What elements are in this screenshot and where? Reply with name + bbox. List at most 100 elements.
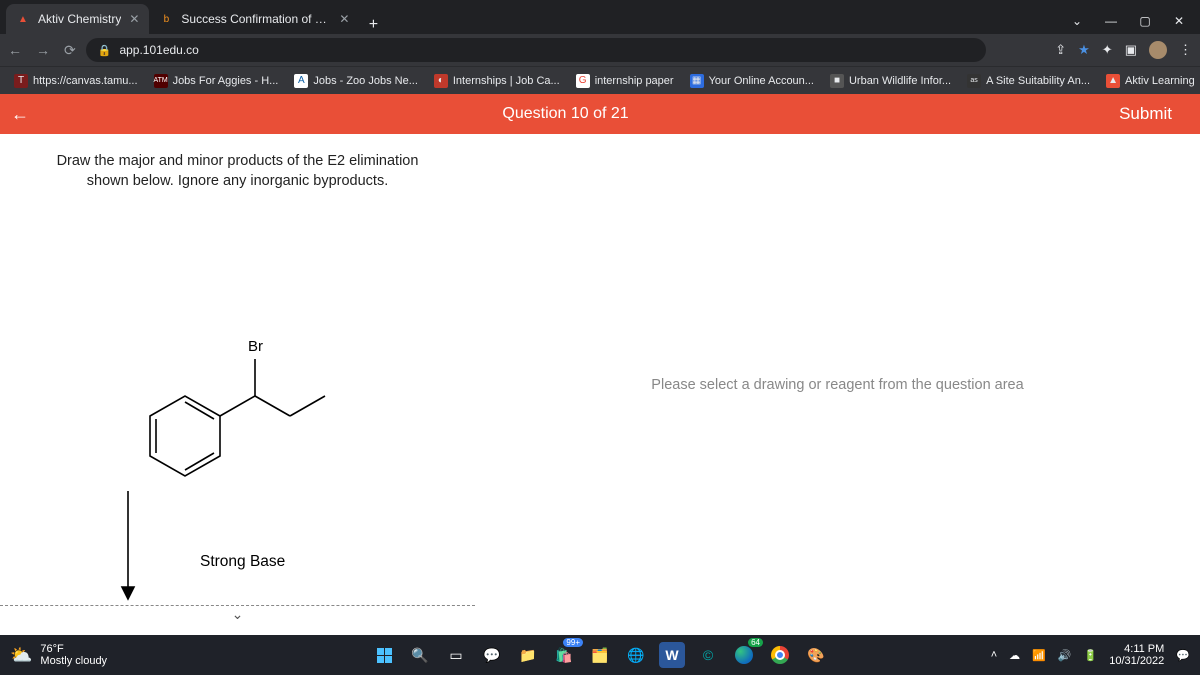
minimize-button[interactable]: — <box>1104 14 1118 28</box>
wifi-icon[interactable]: 📶 <box>1032 649 1046 662</box>
extensions-icon[interactable]: ✦ <box>1102 42 1113 58</box>
bookmark-label: Jobs - Zoo Jobs Ne... <box>313 75 418 87</box>
app-back-button[interactable]: ← <box>0 104 40 125</box>
bookmark-item[interactable]: ▲ Aktiv Learning <box>1100 74 1200 88</box>
bookmark-label: internship paper <box>595 75 674 87</box>
reagent-label: Strong Base <box>200 553 285 570</box>
lock-icon: 🔒 <box>98 44 112 57</box>
favicon: T <box>14 74 28 88</box>
close-window-button[interactable]: ✕ <box>1172 14 1186 28</box>
answer-panel[interactable]: Please select a drawing or reagent from … <box>475 134 1200 635</box>
close-icon[interactable]: ✕ <box>129 12 139 26</box>
favicon: A <box>294 74 308 88</box>
app-header: ← Question 10 of 21 Submit <box>0 94 1200 134</box>
bookmark-label: Urban Wildlife Infor... <box>849 75 951 87</box>
prompt-line: Draw the major and minor products of the… <box>34 152 441 172</box>
favicon: G <box>576 74 590 88</box>
folder-button[interactable]: 🗂️ <box>587 642 613 668</box>
new-tab-button[interactable]: + <box>359 16 387 34</box>
badge: 99+ <box>563 638 583 647</box>
forward-button[interactable]: → <box>36 42 50 59</box>
edge-button[interactable]: 64 <box>731 642 757 668</box>
weather-cond: Mostly cloudy <box>40 655 107 667</box>
browser-tabstrip: ▲ Aktiv Chemistry ✕ b Success Confirmati… <box>0 0 1200 34</box>
question-counter: Question 10 of 21 <box>40 105 1091 123</box>
bookmark-star-icon[interactable]: ★ <box>1078 42 1090 58</box>
chrome-icon <box>771 646 789 664</box>
bookmark-item[interactable]: Thttps://canvas.tamu... <box>8 74 144 88</box>
tab-search-icon[interactable]: ⌄ <box>1070 14 1084 28</box>
reload-button[interactable]: ⟳ <box>64 42 76 59</box>
address-bar: ← → ⟳ 🔒 app.101edu.co ⇪ ★ ✦ ▣ ⋮ <box>0 34 1200 66</box>
windows-taskbar: ⛅ 76°F Mostly cloudy 🔍 ▭ 💬 📁 🛍️99+ 🗂️ 🌐 … <box>0 635 1200 675</box>
share-icon[interactable]: ⇪ <box>1055 42 1066 58</box>
tab-title: Success Confirmation of Questio <box>181 12 331 26</box>
maximize-button[interactable]: ▢ <box>1138 14 1152 28</box>
submit-button[interactable]: Submit <box>1091 104 1200 124</box>
bookmark-item[interactable]: ATMJobs For Aggies - H... <box>148 74 285 88</box>
bookmark-label: https://canvas.tamu... <box>33 75 138 87</box>
question-prompt: Draw the major and minor products of the… <box>0 134 475 191</box>
onedrive-icon[interactable]: ☁ <box>1009 649 1020 662</box>
chat-button[interactable]: 💬 <box>479 642 505 668</box>
nav-buttons: ← → ⟳ <box>8 42 76 59</box>
favicon: ▲ <box>1106 74 1120 88</box>
tab-success[interactable]: b Success Confirmation of Questio ✕ <box>149 4 359 34</box>
badge: 64 <box>748 638 763 647</box>
favicon: ■ <box>830 74 844 88</box>
app-icon[interactable]: © <box>695 642 721 668</box>
notifications-icon[interactable]: 💬 <box>1176 649 1190 662</box>
taskbar-center: 🔍 ▭ 💬 📁 🛍️99+ 🗂️ 🌐 W © 64 🎨 <box>371 642 829 668</box>
bookmark-label: Aktiv Learning <box>1125 75 1195 87</box>
weather-temp: 76°F <box>40 643 107 655</box>
weather-widget[interactable]: ⛅ 76°F Mostly cloudy <box>0 643 117 667</box>
taskview-button[interactable]: ▭ <box>443 642 469 668</box>
system-tray: ˄ ☁ 📶 🔊 🔋 4:11 PM 10/31/2022 💬 <box>981 643 1200 667</box>
url-text: app.101edu.co <box>119 43 198 57</box>
reading-list-icon[interactable]: ▣ <box>1125 42 1137 58</box>
volume-icon[interactable]: 🔊 <box>1058 649 1072 662</box>
browser-icon[interactable]: 🌐 <box>623 642 649 668</box>
bookmark-item[interactable]: Ginternship paper <box>570 74 680 88</box>
profile-avatar[interactable] <box>1149 41 1167 59</box>
search-button[interactable]: 🔍 <box>407 642 433 668</box>
omnibox[interactable]: 🔒 app.101edu.co <box>86 38 986 62</box>
structure-area[interactable]: Br Strong Base <box>0 191 475 605</box>
bookmark-item[interactable]: ■ Urban Wildlife Infor... <box>824 74 957 88</box>
close-icon[interactable]: ✕ <box>339 12 349 26</box>
bookmark-item[interactable]: A Jobs - Zoo Jobs Ne... <box>288 74 424 88</box>
bookmark-item[interactable]: asA Site Suitability An... <box>961 74 1096 88</box>
bookmark-label: Internships | Job Ca... <box>453 75 560 87</box>
tray-chevron-icon[interactable]: ˄ <box>991 649 997 661</box>
menu-icon[interactable]: ⋮ <box>1179 42 1192 58</box>
explorer-button[interactable]: 📁 <box>515 642 541 668</box>
addrbar-actions: ⇪ ★ ✦ ▣ ⋮ <box>1055 41 1192 59</box>
aktiv-favicon: ▲ <box>16 12 30 26</box>
battery-icon[interactable]: 🔋 <box>1084 649 1098 662</box>
edge-icon <box>735 646 753 664</box>
word-button[interactable]: W <box>659 642 685 668</box>
app-icon-2[interactable]: 🎨 <box>803 642 829 668</box>
chrome-button[interactable] <box>767 642 793 668</box>
time: 4:11 PM <box>1109 643 1164 655</box>
bookmarks-bar: Thttps://canvas.tamu... ATMJobs For Aggi… <box>0 66 1200 94</box>
start-button[interactable] <box>371 642 397 668</box>
weather-icon: ⛅ <box>10 645 32 666</box>
clock[interactable]: 4:11 PM 10/31/2022 <box>1109 643 1164 667</box>
tab-title: Aktiv Chemistry <box>38 12 121 26</box>
question-panel: Draw the major and minor products of the… <box>0 134 475 635</box>
tab-favicon: b <box>159 12 173 26</box>
favicon: ▦ <box>690 74 704 88</box>
bookmark-item[interactable]: ◐Internships | Job Ca... <box>428 74 566 88</box>
answer-placeholder: Please select a drawing or reagent from … <box>651 377 1023 393</box>
store-button[interactable]: 🛍️99+ <box>551 642 577 668</box>
favicon: as <box>967 74 981 88</box>
app-body: Draw the major and minor products of the… <box>0 134 1200 635</box>
br-label: Br <box>248 338 263 355</box>
bookmark-label: Your Online Accoun... <box>709 75 814 87</box>
prompt-line: shown below. Ignore any inorganic byprod… <box>34 172 441 192</box>
date: 10/31/2022 <box>1109 655 1164 667</box>
tab-aktiv[interactable]: ▲ Aktiv Chemistry ✕ <box>6 4 149 34</box>
bookmark-item[interactable]: ▦ Your Online Accoun... <box>684 74 820 88</box>
back-button[interactable]: ← <box>8 42 22 59</box>
